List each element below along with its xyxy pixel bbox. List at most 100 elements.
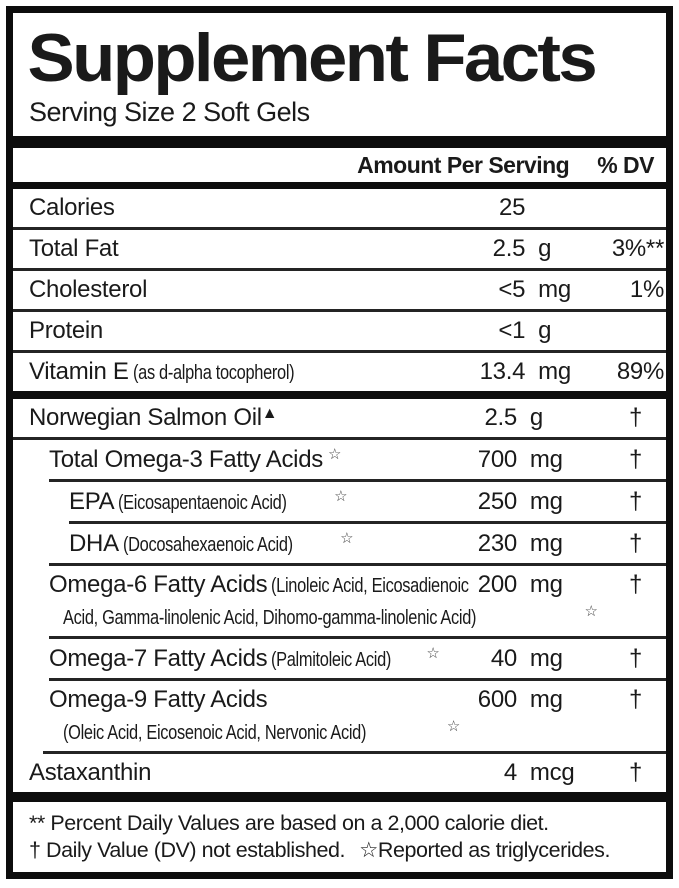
divider-thin [49,678,666,681]
amount-value: 25 [499,194,526,221]
nutrient-row: Astaxanthin 4 mcg † [13,754,666,792]
footnote-star: ☆Reported as triglycerides. [359,838,610,862]
divider-thin [13,437,666,440]
star-marker: ☆ [446,718,461,735]
amount-unit: mg [529,645,563,672]
nutrient-name: Calories [29,194,115,221]
star-marker: ☆ [584,603,598,620]
nutrient-row: Total Fat 2.5 g 3%** [13,230,666,268]
nutrient-name: Vitamin E [29,358,129,385]
star-marker: ☆ [340,530,354,547]
nutrient-name: Cholesterol [29,276,148,303]
nutrient-name: Total Fat [29,235,119,262]
daily-value: † [628,488,642,515]
divider-thick [13,136,666,148]
nutrient-row: Omega-9 Fatty Acids (Oleic Acid, Eicosen… [13,681,666,751]
footnote-dv-basis: ** Percent Daily Values are based on a 2… [29,811,549,835]
nutrient-name: Protein [29,317,103,344]
amount-value: 2.5 [484,404,517,431]
amount-unit: g [538,317,552,344]
amount-value: 250 [477,488,517,515]
nutrient-name: Total Omega-3 Fatty Acids [49,446,323,473]
daily-value: † [628,404,642,431]
amount-unit: mg [529,446,563,473]
nutrient-detail: (Docosahexaenoic Acid) [122,533,293,556]
amount-value: 40 [490,645,517,672]
amount-unit: mg [529,571,563,598]
amount-value: 4 [503,759,517,786]
nutrient-detail: (Palmitoleic Acid) [271,648,392,671]
serving-size: Serving Size 2 Soft Gels [29,97,310,127]
daily-value: † [628,446,642,473]
nutrient-name: Omega-7 Fatty Acids [49,645,268,672]
nutrient-name: EPA [69,488,115,515]
amount-unit: mcg [529,759,575,786]
divider-thin [13,350,666,353]
amount-value: 230 [477,530,517,557]
divider-thick [13,182,666,189]
divider-thin [13,309,666,312]
amount-value: 2.5 [492,235,526,262]
daily-value: 89% [616,358,664,385]
nutrient-row: Cholesterol <5 mg 1% [13,271,666,309]
amount-unit: mg [529,488,563,515]
nutrient-name: Omega-9 Fatty Acids [49,686,268,713]
daily-value: † [628,645,642,672]
nutrient-row: Norwegian Salmon Oil▲ 2.5 g † [13,399,666,437]
amount-value: 600 [477,686,517,713]
nutrient-detail: (Linoleic Acid, Eicosadienoic [271,574,470,597]
divider-thin [69,521,666,524]
nutrient-row: Vitamin E (as d-alpha tocopherol) 13.4 mg… [13,353,666,391]
daily-value: 3%** [611,235,664,262]
nutrient-row: DHA (Docosahexaenoic Acid) ☆ 230 mg † [13,524,666,563]
divider-thick [13,391,666,399]
star-marker: ☆ [327,446,342,463]
nutrient-name: Norwegian Salmon Oil [29,404,262,431]
nutrient-detail: Acid, Gamma-linolenic Acid, Dihomo-gamma… [63,606,477,629]
amount-unit: mg [538,276,571,303]
amount-unit: g [538,235,552,262]
divider-thick [13,792,666,802]
nutrient-row: Omega-7 Fatty Acids (Palmitoleic Acid) ☆ 4… [13,639,666,678]
column-headers: Amount Per Serving % DV [13,148,666,182]
amount-unit: mg [529,530,563,557]
amount-value: <1 [498,317,526,344]
amount-unit: mg [529,686,563,713]
daily-value: † [628,530,642,557]
nutrient-name: DHA [69,530,119,557]
amount-value: 700 [477,446,517,473]
daily-value: 1% [629,276,664,303]
dv-column-header: % DV [597,151,654,178]
nutrient-row: Protein <1 g [13,312,666,350]
amount-unit: mg [538,358,571,385]
nutrient-row: Omega-6 Fatty Acids (Linoleic Acid, Eicos… [13,566,666,636]
divider-thin [13,268,666,271]
nutrient-detail: (Oleic Acid, Eicosenoic Acid, Nervonic A… [63,721,367,744]
amount-value: 200 [477,571,517,598]
daily-value: † [628,686,642,713]
daily-value: † [628,571,642,598]
nutrient-name: Omega-6 Fatty Acids [49,571,268,598]
other-ingredients-section: Other Ingredients: Soft gel shell (beef … [0,879,679,888]
panel-title: Supplement Facts [27,20,598,96]
divider-thin [49,479,666,482]
nutrient-detail: (Eicosapentaenoic Acid) [118,491,287,514]
star-marker: ☆ [426,645,440,662]
amount-column-header: Amount Per Serving [357,151,570,178]
triangle-marker: ▲ [261,405,278,422]
divider-thin [49,636,666,639]
nutrient-detail: (as d-alpha tocopherol) [132,361,295,384]
footnote-dagger: † Daily Value (DV) not established. [29,838,346,862]
star-marker: ☆ [334,488,348,505]
nutrient-row: Calories 25 [13,189,666,227]
amount-value: 13.4 [479,358,526,385]
facts-panel: Supplement Facts Serving Size 2 Soft Gel… [6,6,673,879]
divider-thin [43,751,666,754]
amount-value: <5 [498,276,526,303]
divider-thin [13,227,666,230]
nutrient-row: Total Omega-3 Fatty Acids ☆ 700 mg † [13,440,666,479]
daily-value: † [628,759,642,786]
amount-unit: g [529,404,543,431]
footnotes: ** Percent Daily Values are based on a 2… [13,802,666,872]
